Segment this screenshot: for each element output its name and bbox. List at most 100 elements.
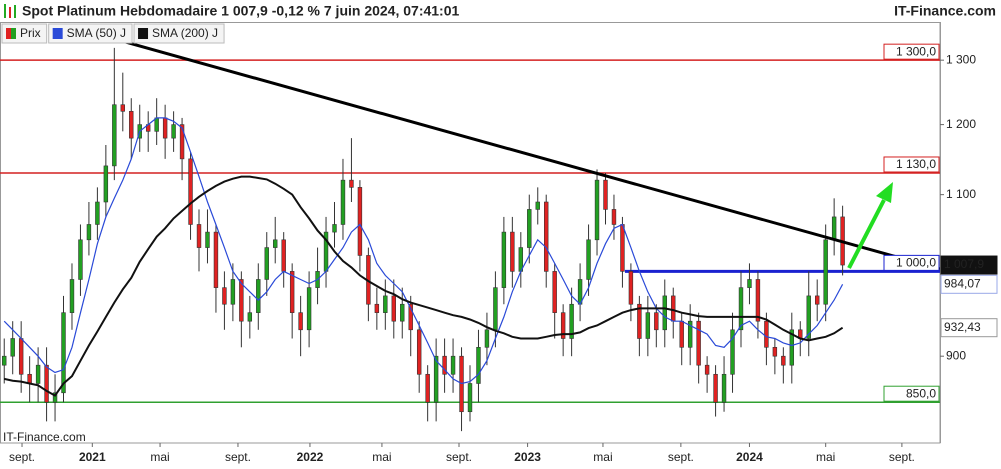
y-tick-label: 1 300 (946, 52, 976, 66)
candle-body (806, 295, 811, 339)
candle-body (586, 239, 591, 280)
candle-body (637, 303, 642, 339)
candle-body (18, 338, 24, 375)
legend-label: SMA (200) J (152, 26, 218, 40)
legend-label: SMA (50) J (67, 26, 126, 40)
candle-body (281, 239, 286, 272)
y-tick-label: 1 100 (946, 187, 976, 201)
legend-swatch (52, 28, 63, 39)
candle-body (560, 312, 566, 339)
chart-title: Spot Platinum Hebdomadaire 1 007,9 -0,12… (22, 3, 460, 19)
candle-body (306, 287, 312, 331)
candle-body (620, 224, 625, 272)
candle-body (61, 312, 66, 394)
forecast-arrow (847, 182, 893, 269)
overlay: 1 300,0 1 130,0 1 000,0 850,0 (883, 43, 940, 402)
legend-swatch (6, 28, 11, 39)
level-label: 1 130,0 (896, 157, 936, 171)
candle-body (205, 231, 210, 248)
x-tick-label: mai (816, 450, 835, 464)
candle-body (747, 279, 752, 288)
candle-body (628, 271, 634, 305)
candle-body (103, 165, 109, 203)
x-tick-label: 2024 (736, 450, 763, 464)
candle-body (44, 364, 49, 403)
candle-body (815, 295, 820, 305)
level-label: 1 300,0 (896, 44, 936, 58)
candle-body (273, 239, 278, 248)
candle-body (154, 117, 159, 132)
candle-body (171, 124, 176, 139)
watermark: IT-Finance.com (3, 430, 86, 444)
plot-area (0, 39, 940, 432)
candle-body (213, 231, 219, 288)
candle-body (391, 295, 396, 322)
candle-body (69, 279, 75, 313)
candle-body (603, 179, 608, 210)
level-label: 850,0 (906, 386, 936, 400)
last-value-label: 984,07 (944, 276, 981, 290)
candle-body (86, 224, 92, 241)
x-tick-label: 2022 (297, 450, 324, 464)
candle-body (654, 312, 659, 331)
last-value-label: 1 007,9 (944, 257, 984, 271)
candle-body (476, 346, 481, 384)
level-badge (883, 156, 940, 173)
candle-body (772, 346, 778, 357)
candle-body (493, 287, 498, 331)
x-tick-label: mai (150, 450, 169, 464)
candle-body (484, 329, 490, 348)
candle-body (95, 201, 100, 225)
legend-box (133, 23, 225, 44)
candle-body (112, 104, 117, 167)
candle-body (78, 239, 83, 280)
brand: IT-Finance.com (894, 3, 996, 19)
candle-body (400, 303, 405, 322)
x-tick-label: sept. (446, 450, 472, 464)
candle-body (831, 216, 837, 241)
candle-body (433, 355, 439, 403)
candle-body (349, 179, 354, 188)
candle-body (357, 187, 363, 256)
candle-body (687, 320, 693, 348)
level-label: 1 000,0 (896, 256, 936, 270)
candle-body (416, 329, 422, 375)
candle-body (179, 124, 185, 160)
candle-body (264, 247, 269, 280)
trendline (119, 39, 940, 271)
candle-body (383, 295, 388, 313)
sma-line (3, 175, 844, 397)
candle-body (332, 224, 337, 233)
last-value-label: 932,43 (944, 320, 981, 334)
y-tick-label: 900 (946, 348, 966, 362)
candle-body (374, 303, 380, 313)
candle-body (535, 201, 540, 210)
candle-body (467, 383, 473, 413)
candle-body (230, 279, 236, 305)
candle-body (755, 279, 761, 322)
candle-body (781, 355, 786, 366)
legend-item: SMA (200) J (133, 23, 225, 44)
legend-label: Prix (20, 26, 41, 40)
candle-body (162, 117, 168, 139)
candle-body (738, 287, 744, 331)
x-tick-label: mai (593, 450, 612, 464)
candle-body (27, 373, 32, 384)
candle-body (450, 355, 456, 375)
candle-body (730, 329, 735, 375)
x-tick-label: 2023 (514, 450, 541, 464)
level-badge (883, 254, 940, 271)
candle-body (442, 355, 447, 375)
candle-body (222, 287, 227, 305)
candle-body (679, 320, 684, 348)
candle-body (10, 338, 15, 357)
candle-body (696, 320, 701, 366)
legend-item: Prix (1, 23, 48, 44)
x-tick-label: sept. (9, 450, 35, 464)
candle-body (247, 312, 253, 322)
candle-body (188, 158, 193, 225)
candle-body (544, 201, 549, 272)
legend-item: SMA (50) J (48, 23, 133, 44)
